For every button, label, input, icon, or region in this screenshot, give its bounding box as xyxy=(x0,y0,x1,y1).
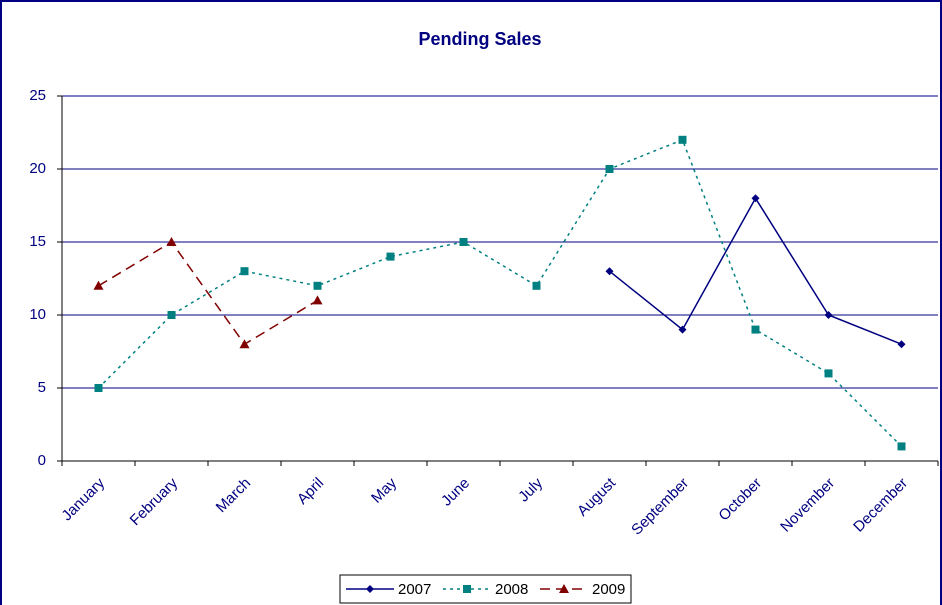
point-marker xyxy=(824,311,833,319)
point-marker xyxy=(386,252,395,261)
legend-marker xyxy=(559,584,569,593)
point-marker xyxy=(459,238,468,246)
point-marker xyxy=(605,267,614,276)
point-marker xyxy=(94,384,103,392)
y-tick-label: 10 xyxy=(29,306,46,323)
point-marker xyxy=(166,237,177,246)
legend-marker xyxy=(366,585,374,593)
point-marker xyxy=(678,135,687,144)
y-tick-label: 25 xyxy=(29,87,46,104)
legend-label: 2007 xyxy=(398,581,431,598)
point-marker xyxy=(678,325,687,334)
point-marker xyxy=(897,442,906,451)
point-marker xyxy=(751,325,760,334)
point-marker xyxy=(239,339,250,349)
point-marker xyxy=(312,295,323,305)
point-marker xyxy=(240,267,249,276)
y-tick-label: 15 xyxy=(29,233,46,250)
point-marker xyxy=(313,281,322,290)
legend-marker xyxy=(463,585,471,593)
series-line xyxy=(98,241,318,346)
point-marker xyxy=(605,165,614,173)
point-marker xyxy=(751,194,760,203)
legend-label: 2009 xyxy=(592,581,625,598)
y-tick-label: 0 xyxy=(38,452,46,469)
legend: 2007 2008 2009 xyxy=(339,574,632,604)
point-marker xyxy=(93,280,104,290)
y-tick-label: 5 xyxy=(38,379,46,396)
y-tick-label: 20 xyxy=(29,160,46,177)
point-marker xyxy=(167,311,176,319)
point-marker xyxy=(824,369,833,378)
chart-title: Pending Sales xyxy=(418,29,541,49)
legend-label: 2008 xyxy=(495,581,528,598)
point-marker xyxy=(532,281,541,290)
point-marker xyxy=(897,340,906,349)
